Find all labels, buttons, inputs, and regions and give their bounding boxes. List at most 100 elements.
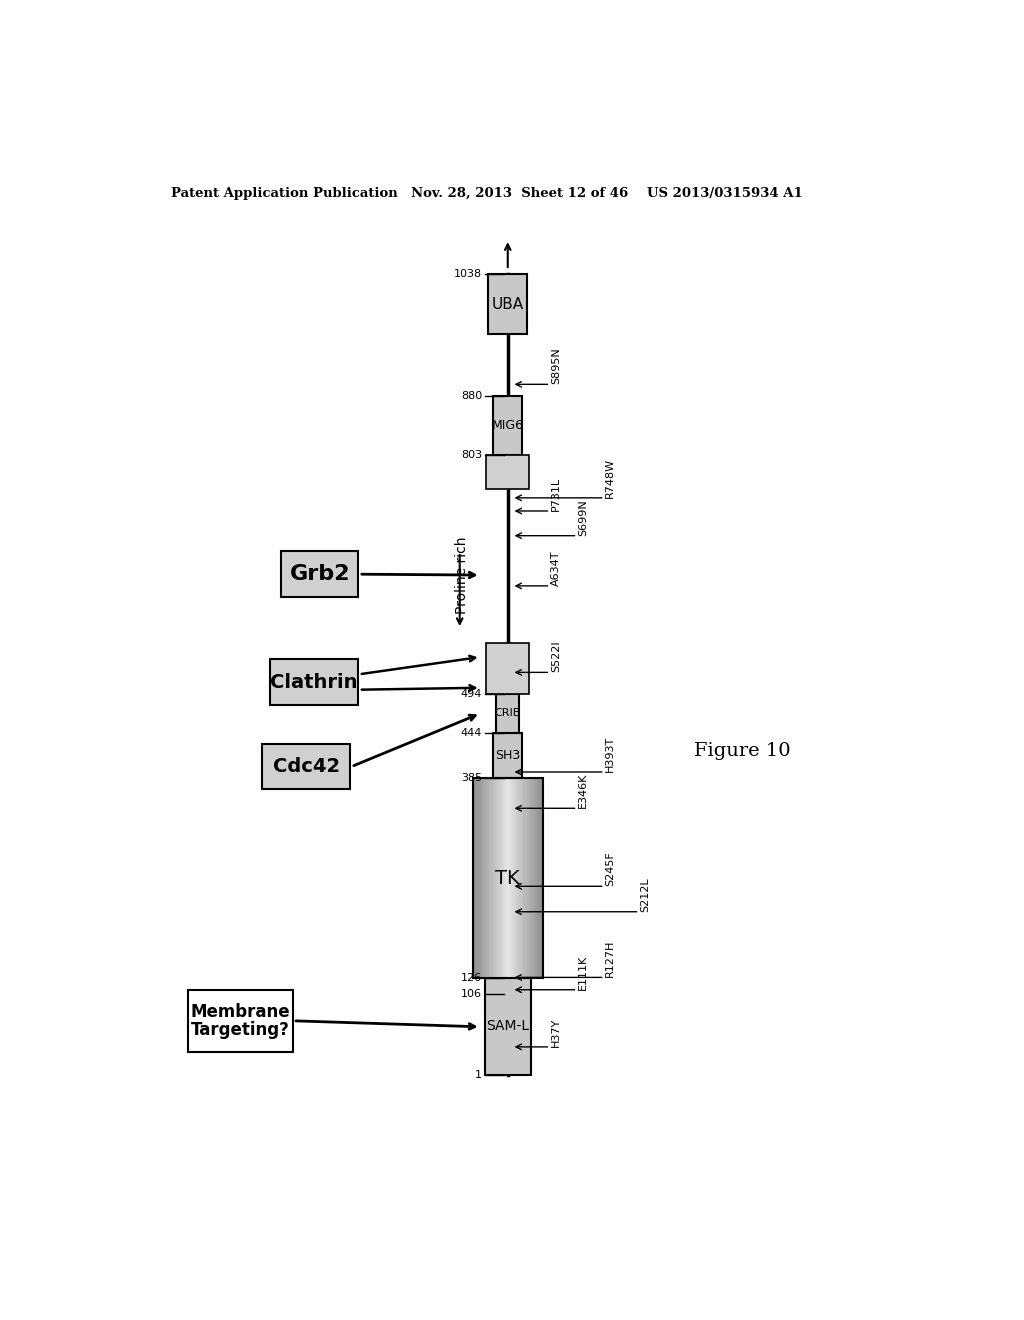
Bar xyxy=(527,779,529,978)
Bar xyxy=(504,779,505,978)
Text: S699N: S699N xyxy=(578,499,588,536)
Bar xyxy=(484,978,531,1074)
Bar xyxy=(511,779,512,978)
Bar xyxy=(477,779,478,978)
Bar xyxy=(490,779,492,978)
Text: 880: 880 xyxy=(461,391,482,401)
Bar xyxy=(531,779,532,978)
Bar xyxy=(523,779,524,978)
Bar xyxy=(473,779,474,978)
Bar xyxy=(493,733,522,779)
Bar xyxy=(475,779,477,978)
Bar xyxy=(516,779,517,978)
Bar xyxy=(521,779,522,978)
Bar xyxy=(517,779,518,978)
Bar xyxy=(510,779,512,978)
Bar xyxy=(534,779,536,978)
Bar xyxy=(524,779,525,978)
FancyBboxPatch shape xyxy=(187,990,293,1052)
Bar xyxy=(530,779,531,978)
Bar xyxy=(484,779,485,978)
Bar xyxy=(483,779,484,978)
Text: CRIB: CRIB xyxy=(495,709,521,718)
Bar xyxy=(513,779,514,978)
Text: S212L: S212L xyxy=(640,876,650,912)
Bar xyxy=(493,779,494,978)
Bar xyxy=(501,779,502,978)
Bar xyxy=(487,779,488,978)
Bar xyxy=(537,779,538,978)
Bar xyxy=(499,779,501,978)
Bar xyxy=(497,779,498,978)
Bar xyxy=(476,779,477,978)
Bar xyxy=(541,779,542,978)
Bar xyxy=(479,779,480,978)
Bar xyxy=(480,779,481,978)
Bar xyxy=(508,779,509,978)
Bar xyxy=(486,643,529,694)
Bar xyxy=(500,779,501,978)
Bar xyxy=(480,779,482,978)
Bar xyxy=(498,779,500,978)
Text: Grb2: Grb2 xyxy=(290,564,350,585)
Text: 803: 803 xyxy=(461,450,482,461)
Bar xyxy=(486,779,487,978)
Text: MIG6: MIG6 xyxy=(492,420,523,432)
Bar xyxy=(515,779,516,978)
Bar xyxy=(503,779,504,978)
Bar xyxy=(538,779,539,978)
Bar xyxy=(486,455,529,488)
Bar xyxy=(493,779,495,978)
Bar xyxy=(507,779,508,978)
Bar xyxy=(512,779,513,978)
Bar xyxy=(529,779,530,978)
Bar xyxy=(532,779,534,978)
Bar xyxy=(510,779,511,978)
Bar xyxy=(509,779,510,978)
Bar xyxy=(494,779,495,978)
Text: S522I: S522I xyxy=(551,640,561,672)
Text: R127H: R127H xyxy=(605,940,615,977)
Bar xyxy=(522,779,524,978)
Bar xyxy=(527,779,528,978)
Bar xyxy=(474,779,475,978)
Text: SH3: SH3 xyxy=(496,748,520,762)
FancyBboxPatch shape xyxy=(270,659,358,705)
Bar xyxy=(526,779,527,978)
Text: TK: TK xyxy=(496,869,520,887)
Text: E111K: E111K xyxy=(578,954,588,990)
Bar xyxy=(505,779,507,978)
Text: 444: 444 xyxy=(461,727,482,738)
Bar xyxy=(488,275,527,334)
Bar xyxy=(492,779,493,978)
Bar xyxy=(521,779,523,978)
Bar xyxy=(498,779,499,978)
Text: Targeting?: Targeting? xyxy=(190,1022,290,1039)
Bar xyxy=(539,779,540,978)
Text: S245F: S245F xyxy=(605,851,615,886)
Text: 494: 494 xyxy=(461,689,482,700)
Bar xyxy=(496,694,519,733)
Text: Cdc42: Cdc42 xyxy=(272,758,340,776)
Bar xyxy=(534,779,535,978)
Text: P731L: P731L xyxy=(551,477,561,511)
Text: Membrane: Membrane xyxy=(190,1003,290,1020)
Bar xyxy=(516,779,518,978)
Text: 1038: 1038 xyxy=(454,269,482,279)
Bar xyxy=(519,779,520,978)
Text: A634T: A634T xyxy=(551,550,561,586)
Text: Figure 10: Figure 10 xyxy=(693,742,791,760)
Bar xyxy=(474,779,476,978)
Bar xyxy=(493,396,522,455)
FancyBboxPatch shape xyxy=(282,552,358,597)
Bar xyxy=(518,779,519,978)
Bar xyxy=(525,779,526,978)
Text: 1: 1 xyxy=(475,1069,482,1080)
Bar xyxy=(481,779,483,978)
Bar xyxy=(514,779,515,978)
Text: 106: 106 xyxy=(461,989,482,999)
Bar xyxy=(542,779,543,978)
Bar xyxy=(528,779,530,978)
Bar xyxy=(482,779,483,978)
Text: 385: 385 xyxy=(461,774,482,783)
